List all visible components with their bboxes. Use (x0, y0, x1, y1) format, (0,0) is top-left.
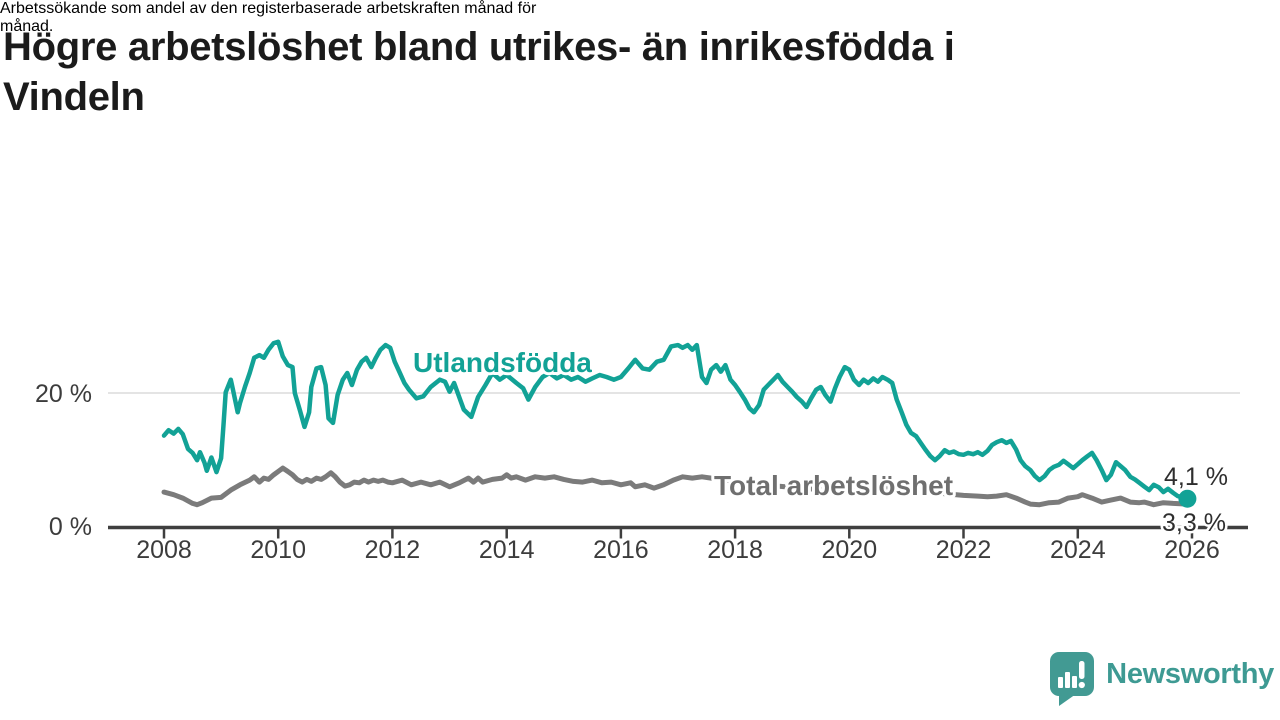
x-tick-label-2020: 2020 (821, 536, 877, 564)
x-tick-label-2016: 2016 (593, 536, 649, 564)
x-tick-label-2022: 2022 (936, 536, 992, 564)
newsworthy-speech-bubble-icon (1050, 652, 1095, 706)
x-tick-label-2012: 2012 (365, 536, 421, 564)
y-tick-label-0: 0 % (49, 513, 92, 541)
page-title: Högre arbetslöshet bland utrikes- än inr… (3, 22, 1183, 122)
x-tick-label-2014: 2014 (479, 536, 535, 564)
newsworthy-wordmark: Newsworthy (1106, 658, 1274, 690)
x-tick-label-2008: 2008 (136, 536, 192, 564)
subtitle-line-1: Arbetssökande som andel av den registerb… (0, 0, 537, 17)
series-line-1 (161, 339, 1190, 501)
series-label-1: Utlandsfödda (413, 347, 592, 378)
series-end-label-1: 4,1 % (1164, 463, 1228, 491)
title-line-2: Vindeln (3, 75, 145, 119)
newsworthy-logo: Newsworthy (1049, 652, 1274, 706)
x-tick-label-2010: 2010 (250, 536, 306, 564)
x-tick-label-2026: 2026 (1164, 536, 1220, 564)
series-line-0 (161, 465, 1190, 508)
series-label-0: Total arbetslöshet (714, 470, 953, 501)
series-end-label-0: 3,3 % (1162, 509, 1226, 537)
subtitle-line-2: månad. (0, 18, 54, 35)
series-end-dot-1 (1178, 489, 1197, 508)
y-tick-label-20: 20 % (35, 380, 92, 408)
title-line-1: Högre arbetslöshet bland utrikes- än inr… (3, 25, 955, 69)
x-tick-label-2024: 2024 (1050, 536, 1106, 564)
x-tick-label-2018: 2018 (707, 536, 763, 564)
